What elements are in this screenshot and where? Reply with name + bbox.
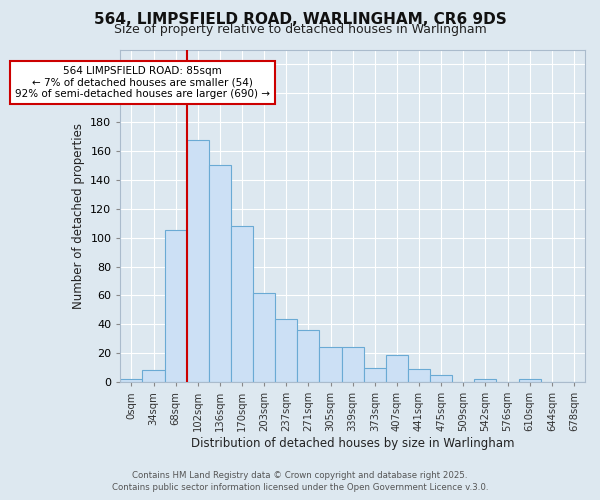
Bar: [142, 370, 164, 382]
Text: Size of property relative to detached houses in Warlingham: Size of property relative to detached ho…: [113, 22, 487, 36]
Y-axis label: Number of detached properties: Number of detached properties: [71, 123, 85, 309]
Text: Contains HM Land Registry data © Crown copyright and database right 2025.
Contai: Contains HM Land Registry data © Crown c…: [112, 471, 488, 492]
Bar: [430, 375, 452, 382]
Bar: [341, 348, 364, 382]
X-axis label: Distribution of detached houses by size in Warlingham: Distribution of detached houses by size …: [191, 437, 514, 450]
Bar: [164, 230, 187, 382]
Bar: [475, 379, 496, 382]
Bar: [275, 318, 298, 382]
Bar: [209, 166, 231, 382]
Bar: [298, 330, 319, 382]
Bar: [408, 369, 430, 382]
Bar: [319, 348, 341, 382]
Bar: [253, 292, 275, 382]
Bar: [121, 379, 142, 382]
Bar: [231, 226, 253, 382]
Text: 564 LIMPSFIELD ROAD: 85sqm
← 7% of detached houses are smaller (54)
92% of semi-: 564 LIMPSFIELD ROAD: 85sqm ← 7% of detac…: [15, 66, 270, 99]
Text: 564, LIMPSFIELD ROAD, WARLINGHAM, CR6 9DS: 564, LIMPSFIELD ROAD, WARLINGHAM, CR6 9D…: [94, 12, 506, 28]
Bar: [364, 368, 386, 382]
Bar: [187, 140, 209, 382]
Bar: [518, 379, 541, 382]
Bar: [386, 354, 408, 382]
